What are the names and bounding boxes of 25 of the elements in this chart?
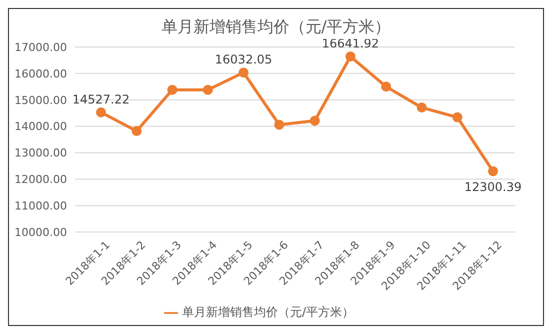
y-tick-label: 11000.00 — [14, 199, 67, 212]
data-label: 14527.22 — [72, 92, 130, 106]
point — [345, 51, 356, 62]
point — [238, 68, 249, 78]
chart-title: 单月新增销售均价（元/平方米） — [161, 17, 391, 36]
data-label: 12300.39 — [464, 180, 522, 194]
point — [96, 107, 106, 118]
y-tick-label: 10000.00 — [14, 226, 67, 239]
y-tick-label: 14000.00 — [14, 120, 67, 134]
point — [416, 102, 427, 113]
y-tick-label: 15000.00 — [14, 94, 67, 107]
point — [452, 112, 462, 122]
point — [381, 82, 392, 92]
y-tick-label: 12000.00 — [14, 173, 67, 186]
point — [274, 120, 284, 130]
y-tick-label: 17000.00 — [14, 40, 67, 54]
point — [310, 116, 320, 126]
y-tick-label: 16000.00 — [14, 67, 67, 80]
point — [488, 166, 498, 176]
legend-label: 单月新增销售均价（元/平方米） — [182, 305, 354, 319]
y-tick-label: 13000.00 — [14, 146, 67, 160]
data-label: 16032.05 — [214, 52, 272, 67]
point — [202, 84, 213, 95]
point — [167, 84, 178, 95]
point — [132, 126, 142, 136]
